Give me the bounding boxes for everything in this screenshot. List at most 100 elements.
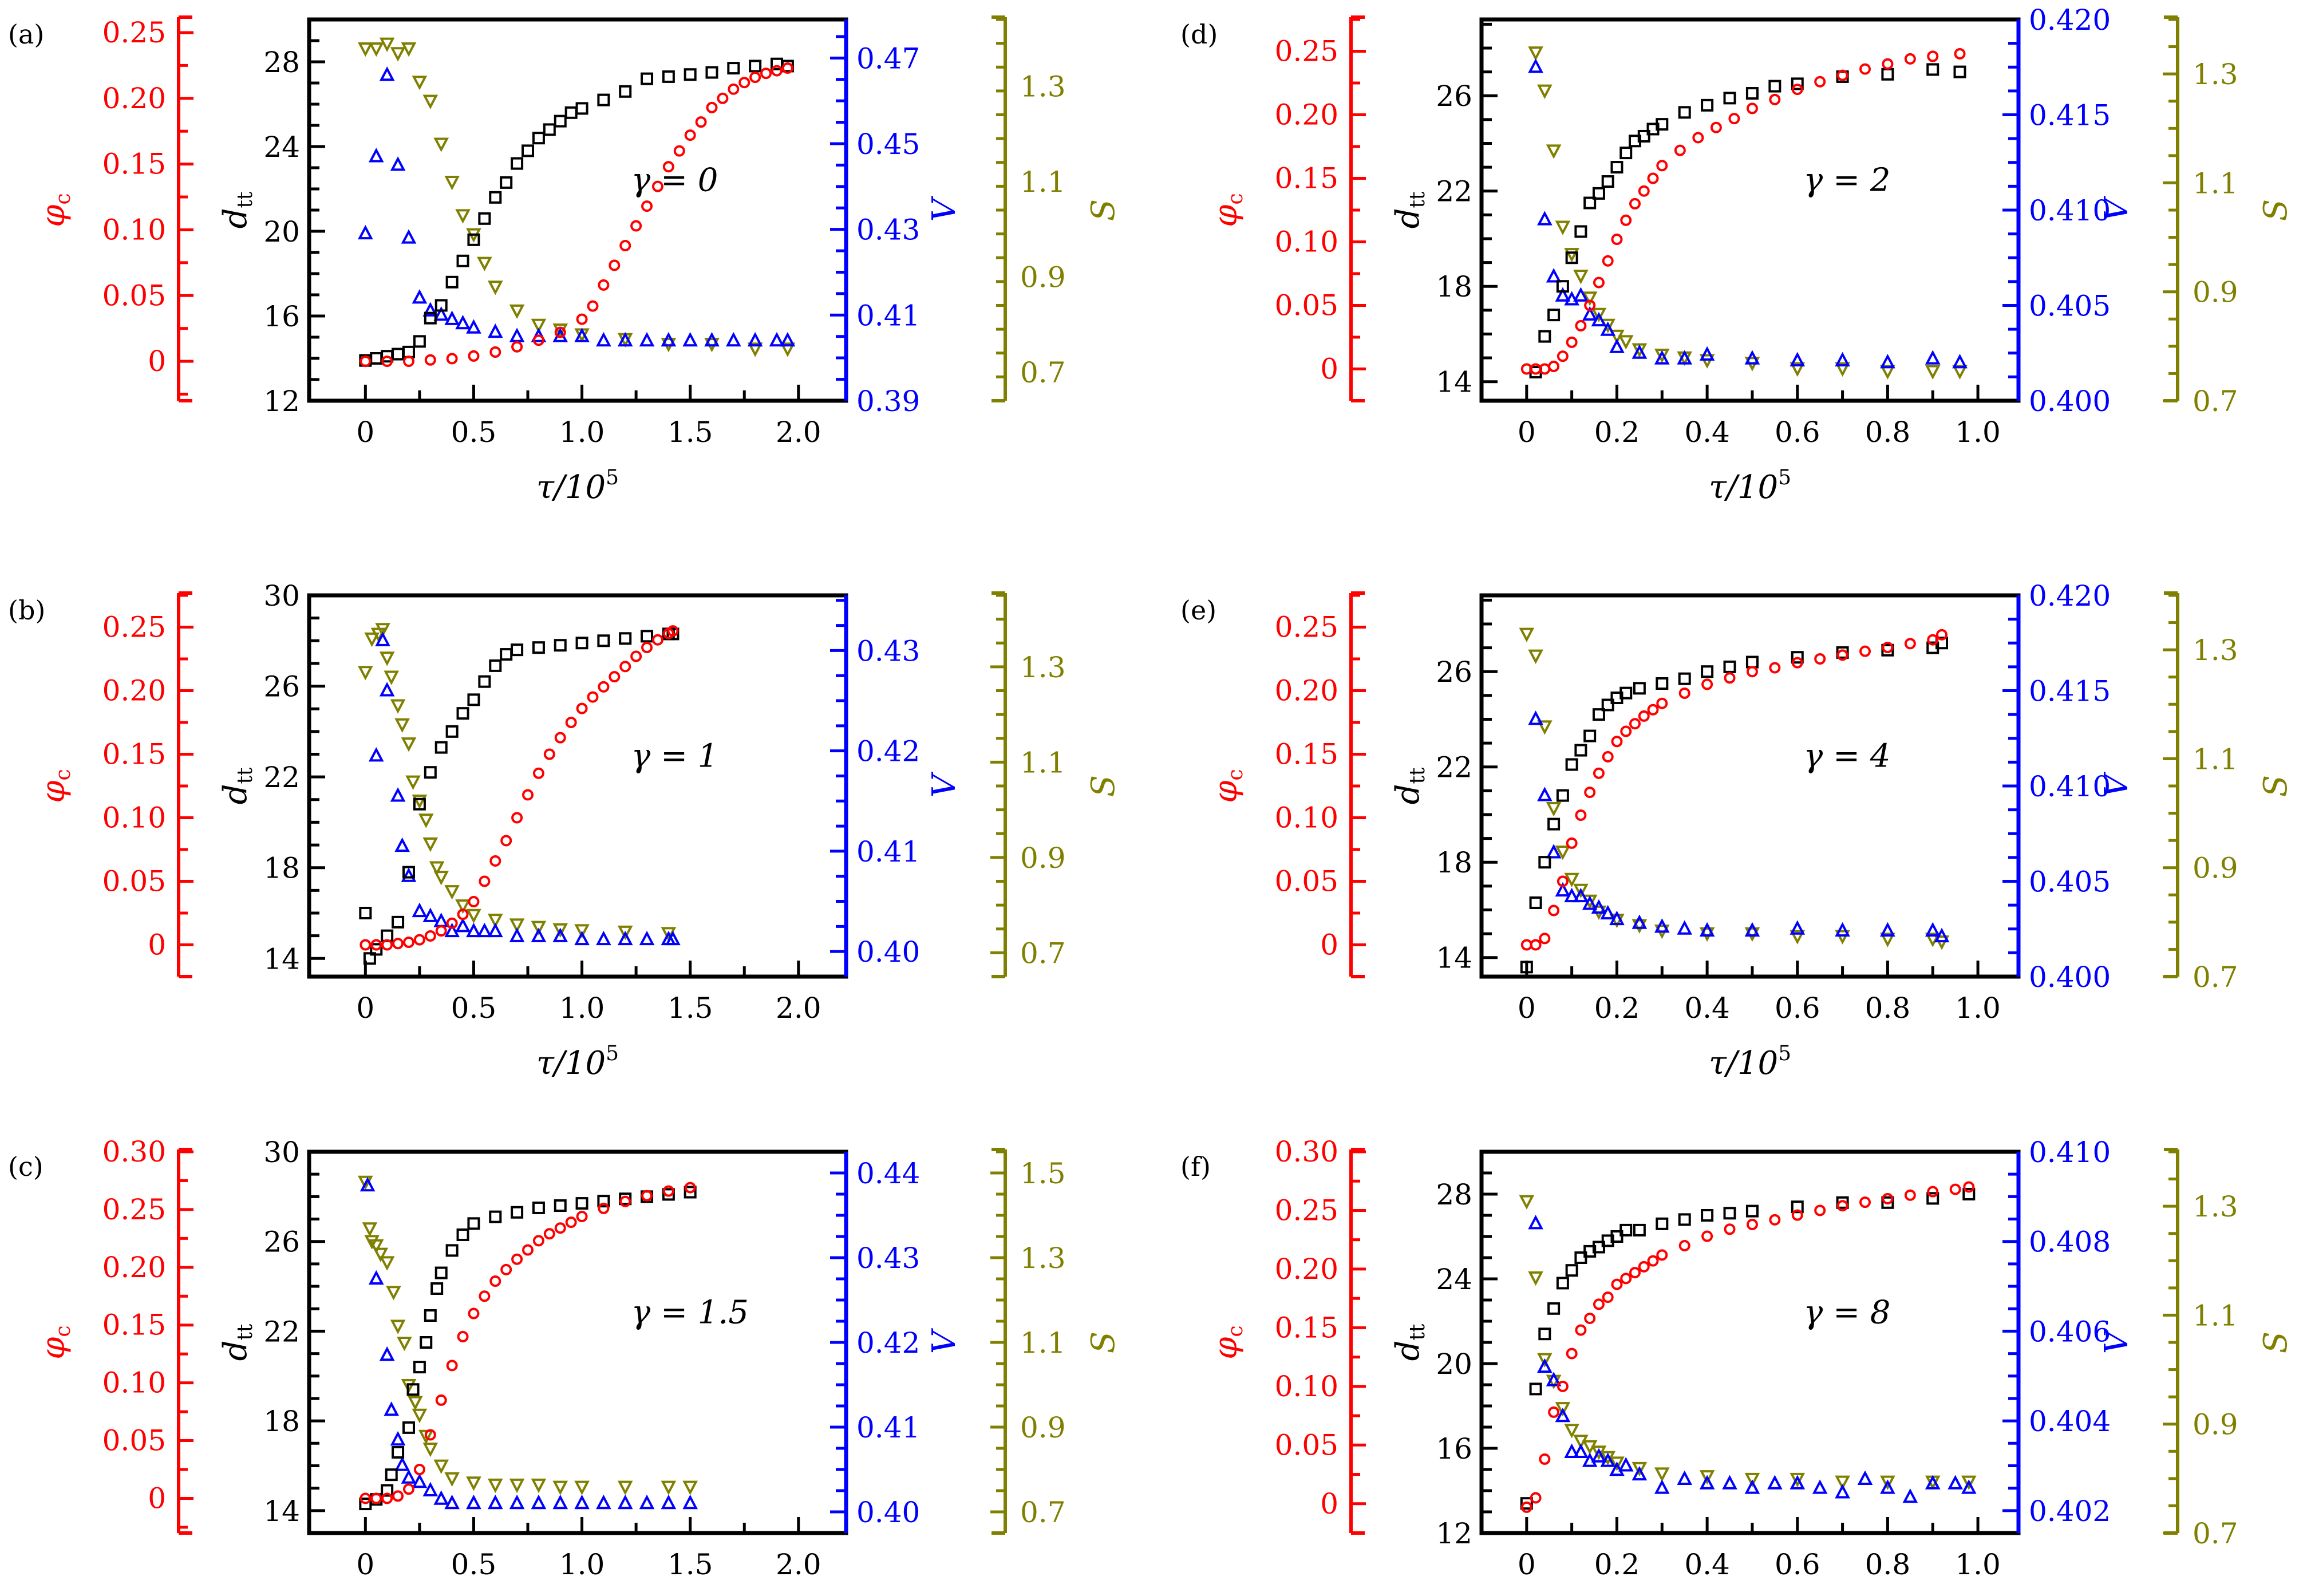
marker-S bbox=[1744, 927, 1760, 942]
marker-V bbox=[665, 930, 681, 946]
marker-phi-c bbox=[479, 1290, 491, 1302]
marker-phi-c bbox=[413, 934, 425, 946]
marker-V bbox=[1677, 920, 1693, 935]
marker-S bbox=[1654, 1467, 1670, 1482]
marker-d-tt bbox=[402, 866, 415, 879]
marker-phi-c bbox=[1647, 704, 1659, 716]
panel-label: (e) bbox=[1180, 595, 1216, 626]
phi-tick-label: 0.20 bbox=[102, 1251, 166, 1284]
marker-phi-c bbox=[381, 939, 393, 951]
dtt-tick-label: 22 bbox=[1436, 751, 1472, 784]
marker-V bbox=[1654, 918, 1670, 933]
marker-phi-c bbox=[468, 896, 480, 908]
v-tick-label: 0.40 bbox=[856, 935, 920, 969]
marker-S bbox=[386, 1286, 401, 1301]
marker-S bbox=[1519, 1195, 1535, 1210]
marker-V bbox=[1699, 1475, 1715, 1490]
marker-S bbox=[1609, 1456, 1625, 1471]
dtt-tick-label: 28 bbox=[1436, 1178, 1472, 1211]
marker-phi-c bbox=[1593, 1298, 1605, 1310]
gamma-annotation: γ = 1 bbox=[631, 738, 718, 775]
marker-d-tt bbox=[1791, 651, 1804, 664]
phi-axis-title: φc bbox=[1207, 1325, 1247, 1359]
phi-tick-label: 0.15 bbox=[102, 148, 166, 181]
marker-d-tt bbox=[1583, 729, 1597, 742]
marker-d-tt bbox=[575, 637, 588, 650]
marker-S bbox=[1546, 144, 1562, 159]
marker-d-tt bbox=[478, 212, 491, 225]
x-tick-label: 1.5 bbox=[667, 416, 713, 449]
series-S bbox=[358, 1175, 698, 1495]
marker-V bbox=[1591, 311, 1607, 327]
marker-V bbox=[1925, 1475, 1941, 1490]
marker-V bbox=[1591, 1448, 1607, 1463]
phi-tick-label: 0.05 bbox=[1275, 1428, 1338, 1461]
s-tick-label: 1.1 bbox=[1020, 165, 1066, 199]
marker-d-tt bbox=[1656, 118, 1669, 131]
marker-d-tt bbox=[1768, 80, 1781, 93]
marker-S bbox=[1835, 930, 1850, 945]
marker-phi-c bbox=[1638, 1261, 1650, 1273]
phi-tick-label: 0.25 bbox=[102, 611, 166, 644]
dtt-axis-title: dtt bbox=[217, 191, 257, 228]
gamma-annotation: γ = 2 bbox=[1804, 162, 1891, 199]
marker-V bbox=[401, 867, 417, 882]
marker-d-tt bbox=[532, 641, 545, 654]
marker-V bbox=[1555, 882, 1571, 897]
marker-d-tt bbox=[1601, 698, 1614, 712]
marker-d-tt bbox=[385, 1468, 398, 1482]
marker-phi-c bbox=[1836, 649, 1848, 661]
marker-d-tt bbox=[1881, 1196, 1894, 1209]
marker-phi-c bbox=[1927, 1186, 1939, 1198]
marker-S bbox=[358, 42, 373, 57]
marker-d-tt bbox=[1678, 1213, 1691, 1226]
marker-d-tt bbox=[1678, 106, 1691, 119]
marker-V bbox=[574, 930, 590, 946]
marker-S bbox=[373, 1247, 389, 1262]
marker-d-tt bbox=[1538, 330, 1551, 343]
v-tick-label: 0.420 bbox=[2029, 579, 2111, 613]
s-tick-label: 0.9 bbox=[1020, 261, 1066, 294]
dtt-axis-title: dtt bbox=[1389, 191, 1429, 228]
marker-S bbox=[384, 670, 400, 685]
v-tick-label: 0.405 bbox=[2029, 866, 2111, 899]
marker-S bbox=[1632, 919, 1648, 934]
v-tick-label: 0.405 bbox=[2029, 290, 2111, 323]
s-tick-label: 0.7 bbox=[1020, 937, 1066, 970]
marker-phi-c bbox=[1620, 725, 1632, 737]
marker-V bbox=[384, 1401, 400, 1416]
gamma-annotation: γ = 1.5 bbox=[631, 1294, 749, 1332]
marker-S bbox=[509, 304, 525, 319]
marker-phi-c bbox=[1882, 1192, 1894, 1204]
series-d-tt bbox=[1529, 63, 1966, 379]
marker-phi-c bbox=[1548, 904, 1560, 916]
panel-label: (b) bbox=[8, 595, 45, 626]
marker-d-tt bbox=[1953, 65, 1966, 78]
marker-phi-c bbox=[1656, 697, 1668, 709]
marker-V bbox=[444, 1494, 460, 1510]
marker-phi-c bbox=[1904, 53, 1916, 65]
marker-V bbox=[401, 229, 417, 244]
marker-phi-c bbox=[1814, 1204, 1826, 1216]
marker-phi-c bbox=[1882, 642, 1894, 654]
marker-V bbox=[1564, 1443, 1579, 1458]
marker-V bbox=[1835, 922, 1850, 937]
marker-phi-c bbox=[1647, 1255, 1659, 1267]
marker-phi-c bbox=[1692, 132, 1704, 144]
dtt-tick-label: 20 bbox=[1436, 1348, 1472, 1381]
marker-V bbox=[487, 323, 503, 338]
dtt-tick-label: 26 bbox=[1436, 80, 1472, 113]
marker-S bbox=[1618, 335, 1634, 350]
marker-S bbox=[433, 137, 449, 152]
marker-d-tt bbox=[1547, 817, 1561, 831]
marker-phi-c bbox=[1656, 160, 1668, 172]
marker-d-tt bbox=[1610, 161, 1623, 174]
series-phi-c bbox=[360, 625, 679, 951]
marker-V bbox=[360, 1176, 376, 1192]
marker-V bbox=[639, 331, 655, 347]
s-tick-label: 0.9 bbox=[2193, 852, 2238, 885]
dtt-tick-label: 26 bbox=[263, 670, 300, 704]
marker-S bbox=[531, 318, 547, 334]
x-tick-label: 2.0 bbox=[776, 1548, 821, 1581]
s-tick-label: 0.7 bbox=[1020, 356, 1066, 389]
